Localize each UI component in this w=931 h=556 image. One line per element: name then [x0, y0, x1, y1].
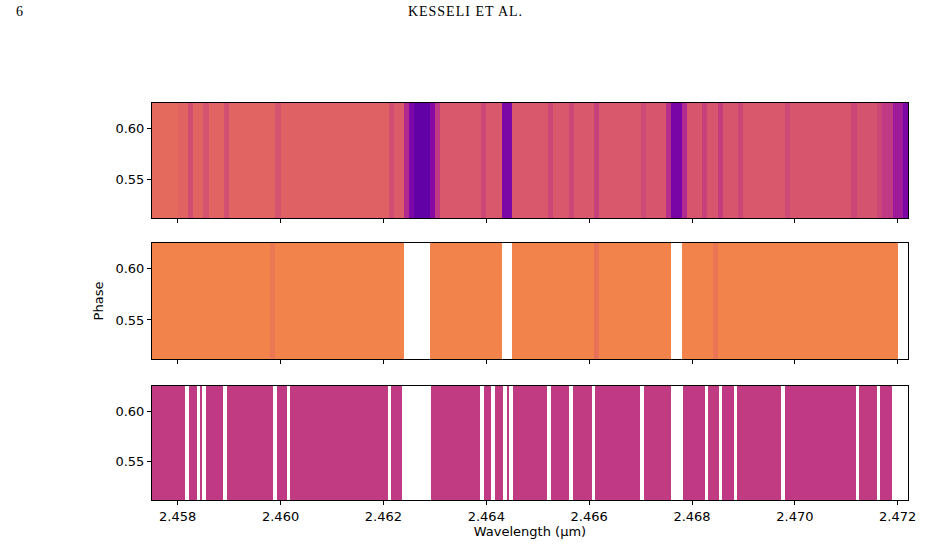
svg-text:0.55: 0.55 [115, 454, 144, 469]
svg-text:Wavelength (μm): Wavelength (μm) [474, 524, 586, 539]
svg-text:0.60: 0.60 [115, 261, 144, 276]
svg-text:2.460: 2.460 [262, 509, 299, 524]
svg-text:2.464: 2.464 [468, 509, 505, 524]
svg-text:0.60: 0.60 [115, 121, 144, 136]
svg-text:2.462: 2.462 [365, 509, 402, 524]
svg-text:2.472: 2.472 [879, 509, 916, 524]
svg-text:0.60: 0.60 [115, 404, 144, 419]
svg-text:0.55: 0.55 [115, 313, 144, 328]
html-text:6: 6 [16, 4, 23, 19]
html-text:KESSELI ET AL.: KESSELI ET AL. [407, 4, 524, 19]
svg-text:2.458: 2.458 [159, 509, 196, 524]
svg-text:2.468: 2.468 [673, 509, 710, 524]
svg-text:0.55: 0.55 [115, 172, 144, 187]
svg-text:2.466: 2.466 [571, 509, 608, 524]
svg-text:2.470: 2.470 [776, 509, 813, 524]
svg-text:Phase: Phase [91, 282, 106, 321]
